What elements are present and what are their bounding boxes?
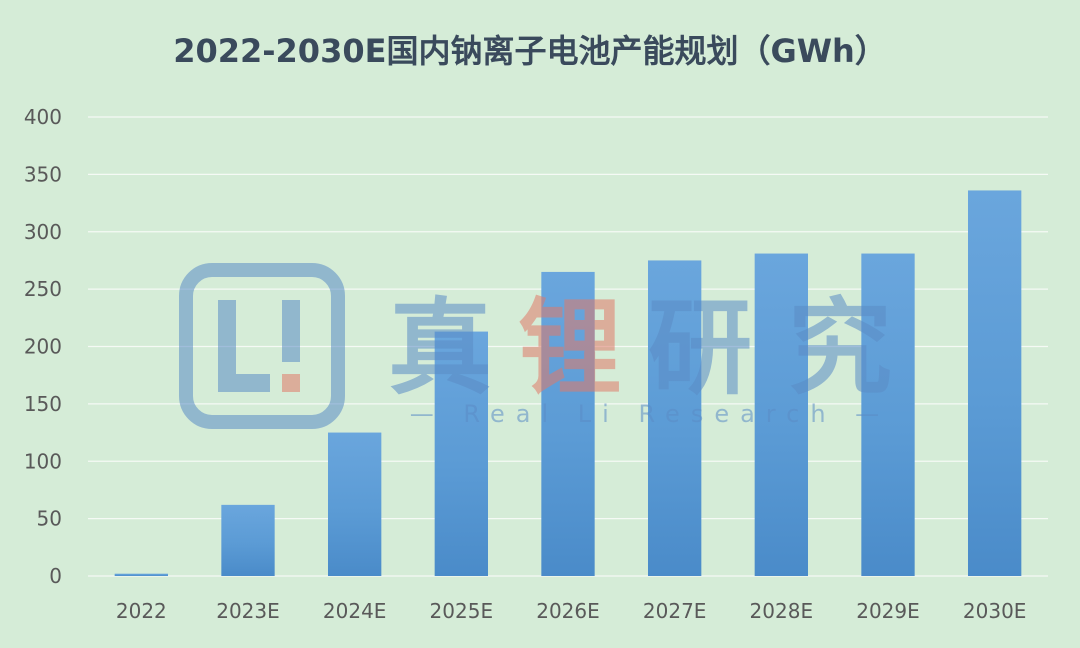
- watermark-cn-text-4: 究: [788, 287, 892, 409]
- y-tick-label: 150: [24, 392, 62, 416]
- x-tick-label: 2023E: [216, 599, 280, 623]
- x-tick-label: 2022: [116, 599, 167, 623]
- watermark-cn-text-1: 真: [388, 287, 492, 409]
- y-tick-label: 250: [24, 277, 62, 301]
- y-tick-label: 0: [49, 564, 62, 588]
- bar-2029E: [861, 253, 915, 577]
- bar-2028E: [754, 253, 808, 577]
- y-tick-label: 100: [24, 449, 62, 473]
- y-tick-label: 200: [24, 335, 62, 359]
- x-axis-ticks: 2022 2023E 2024E 2025E 2026E 2027E 2028E 2029E 2…: [116, 599, 1027, 623]
- bar-2026E: [541, 271, 595, 576]
- x-tick-label: 2027E: [643, 599, 707, 623]
- watermark-cn-text-2: 锂: [518, 287, 622, 409]
- x-tick-label: 2028E: [750, 599, 814, 623]
- y-axis-ticks: 0 50 100 150 200 250 300 350 400: [24, 105, 62, 588]
- x-tick-label: 2026E: [536, 599, 600, 623]
- y-tick-label: 50: [37, 507, 62, 531]
- y-tick-label: 300: [24, 220, 62, 244]
- x-tick-label: 2030E: [963, 599, 1027, 623]
- bar-2030E: [968, 190, 1022, 576]
- watermark: 真 锂 研 究 — Real Li Research —: [179, 263, 892, 429]
- y-tick-label: 400: [24, 105, 62, 129]
- x-tick-label: 2025E: [430, 599, 494, 623]
- watermark-en-text: — Real Li Research —: [410, 400, 890, 428]
- bar-2023E: [221, 504, 275, 576]
- x-tick-label: 2029E: [856, 599, 920, 623]
- y-tick-label: 350: [24, 162, 62, 186]
- bars: [114, 190, 1022, 577]
- bar-2022: [114, 573, 168, 576]
- bar-2024E: [328, 432, 382, 576]
- bar-2025E: [434, 331, 488, 576]
- x-tick-label: 2024E: [323, 599, 387, 623]
- watermark-cn-text-3: 研: [648, 287, 752, 409]
- bar-2027E: [648, 260, 702, 576]
- chart-title: 2022-2030E国内钠离子电池产能规划（GWh）: [173, 32, 887, 70]
- watermark-logo-icon: [179, 263, 345, 429]
